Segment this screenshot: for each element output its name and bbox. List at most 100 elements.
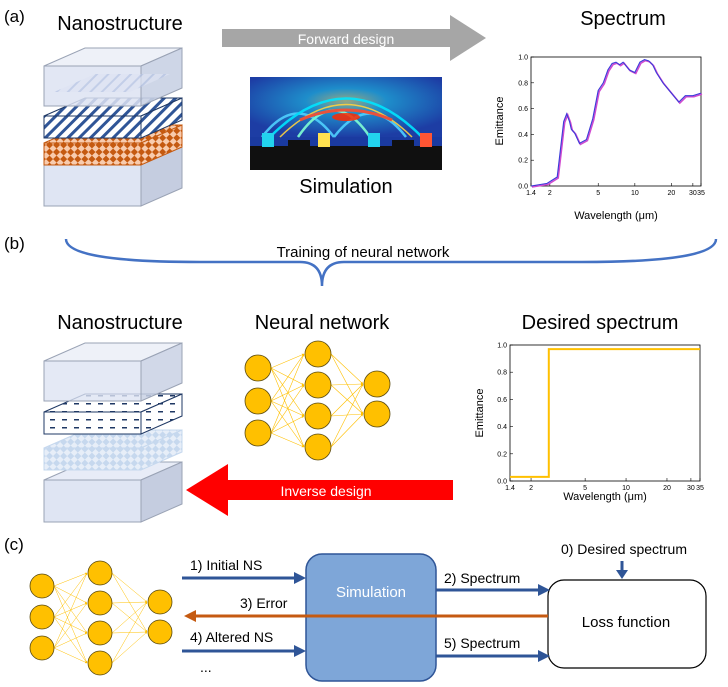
spectrum-2-label: 2) Spectrum	[444, 570, 520, 586]
nn-neuron-layer-2	[87, 560, 113, 586]
nn-neuron-layer-1	[29, 604, 55, 630]
nn-neuron-layer-2	[87, 620, 113, 646]
neural-network-title: Neural network	[255, 312, 391, 334]
x-tick-label: 1.4	[526, 190, 536, 197]
forward-design-label: Forward design	[298, 31, 395, 47]
nanostructure-stack-a	[43, 47, 183, 207]
y-tick-label: 0.0	[518, 184, 528, 191]
nn-neuron-layer-2	[87, 590, 113, 616]
y-tick-label: 1.0	[518, 55, 528, 62]
nn-neuron-layer-2	[304, 371, 332, 399]
nn-neuron-layer-2	[87, 650, 113, 676]
spectrum-chart: Wavelength (μm) Emittance 1.4 2 5 10 20 30 35 0…	[494, 55, 705, 223]
nn-neuron-layer-1	[244, 387, 272, 415]
nn-connection	[53, 572, 88, 649]
chart-xlabel: Wavelength (μm)	[563, 491, 647, 503]
x-tick-label: 2	[529, 485, 533, 492]
nn-connection	[53, 585, 88, 664]
nn-connection	[270, 415, 305, 434]
altered-ns-label: 4) Altered NS	[190, 629, 273, 645]
spectrum-5-arrow	[436, 650, 550, 662]
y-tick-label: 1.0	[497, 343, 507, 350]
layer-bottom	[43, 461, 183, 523]
nn-connection	[270, 353, 305, 402]
nn-connection	[270, 353, 305, 369]
nn-neuron-layer-1	[29, 635, 55, 661]
y-tick-label: 0.8	[518, 80, 528, 87]
nn-connection	[270, 353, 305, 434]
panel-label-b: (b)	[4, 234, 25, 253]
x-tick-label: 5	[583, 485, 587, 492]
nn-connection	[330, 353, 364, 385]
loss-function-label: Loss function	[582, 614, 670, 631]
x-tick-label: 2	[548, 190, 552, 197]
neural-network-diagram-c	[29, 560, 173, 676]
spectrum-2-arrow	[436, 584, 550, 596]
spectrum-title: Spectrum	[580, 8, 666, 30]
simulation-box-label: Simulation	[336, 584, 406, 601]
simulation-label: Simulation	[299, 176, 392, 198]
neural-network-diagram-b	[244, 340, 391, 461]
nn-neuron-layer-2	[304, 433, 332, 461]
nn-neuron-layer-1	[244, 419, 272, 447]
nn-connection	[53, 602, 88, 649]
nn-connection	[111, 601, 148, 634]
y-tick-label: 0.2	[497, 451, 507, 458]
x-tick-label: 10	[631, 190, 639, 197]
nn-connection	[53, 572, 88, 587]
series-line-shadow	[531, 59, 703, 188]
nn-connection	[53, 585, 88, 604]
nanostructure-stack-b	[43, 342, 183, 523]
nn-neuron-layer-1	[29, 573, 55, 599]
y-tick-label: 0.2	[518, 158, 528, 165]
initial-ns-arrow	[182, 572, 306, 584]
nn-connection	[330, 383, 364, 417]
x-tick-label: 10	[622, 485, 630, 492]
chart-ylabel: Emittance	[494, 97, 506, 146]
x-tick-label: 30	[689, 190, 697, 197]
nn-neuron-layer-2	[304, 340, 332, 368]
chart-xlabel: Wavelength (μm)	[574, 210, 658, 222]
nn-neuron-layer-1	[244, 354, 272, 382]
forward-design-arrow: Forward design	[222, 15, 486, 61]
desired-spectrum-step: 0) Desired spectrum	[561, 541, 687, 557]
layer-top	[43, 47, 183, 107]
nn-connection	[53, 616, 88, 664]
nanostructure-title-a: Nanostructure	[57, 13, 183, 35]
nn-neuron-layer-3	[363, 400, 391, 428]
y-tick-label: 0.4	[518, 132, 528, 139]
nn-connection	[270, 400, 305, 448]
x-tick-label: 30	[687, 485, 695, 492]
continuation-ellipsis: ...	[200, 659, 212, 675]
nn-connection	[270, 367, 305, 417]
nn-connection	[53, 585, 88, 634]
training-label: Training of neural network	[277, 244, 450, 261]
series-line-1	[510, 348, 700, 478]
nn-neuron-layer-3	[147, 589, 173, 615]
desired-spectrum-title: Desired spectrum	[522, 312, 679, 334]
x-tick-label: 35	[697, 190, 705, 197]
chart-plot-frame	[530, 56, 702, 187]
y-tick-label: 0.8	[497, 370, 507, 377]
nn-connection	[330, 384, 364, 415]
error-arrow	[184, 610, 548, 622]
error-label: 3) Error	[240, 595, 288, 611]
y-tick-label: 0.0	[497, 479, 507, 486]
nn-connection	[330, 353, 364, 415]
spectrum-5-label: 5) Spectrum	[444, 635, 520, 651]
desired-spectrum-arrow	[616, 561, 628, 579]
nn-connection	[330, 383, 364, 448]
nn-connection	[270, 384, 305, 434]
nn-connection	[111, 631, 148, 664]
chart-plot-frame	[509, 344, 701, 482]
nn-connection	[270, 367, 305, 386]
initial-ns-label: 1) Initial NS	[190, 557, 262, 573]
x-tick-label: 20	[663, 485, 671, 492]
nn-connection	[330, 382, 364, 386]
nanostructure-title-b: Nanostructure	[57, 312, 183, 334]
inverse-design-arrow: Inverse design	[186, 464, 453, 516]
layer-top	[43, 342, 183, 402]
nn-connection	[53, 616, 88, 634]
y-tick-label: 0.4	[497, 424, 507, 431]
